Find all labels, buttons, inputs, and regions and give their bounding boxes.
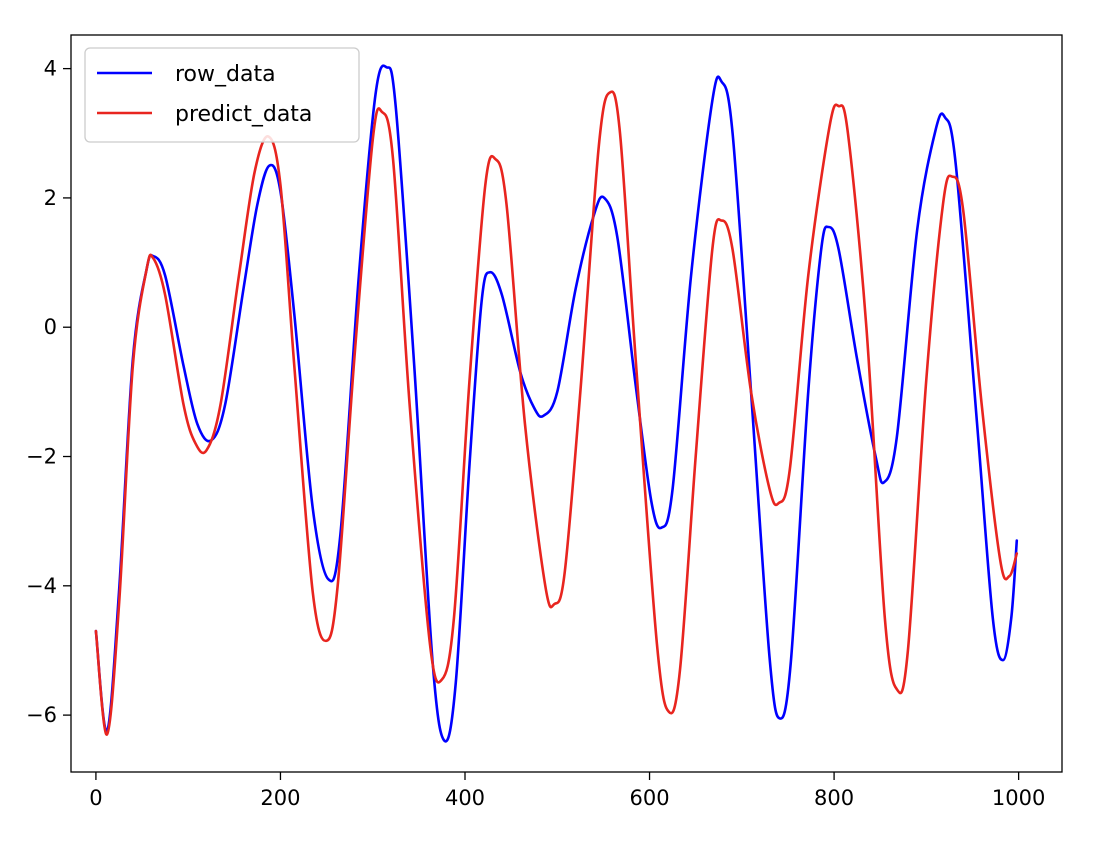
series-line-row-data bbox=[94, 64, 1019, 743]
y-tick-label: 4 bbox=[44, 57, 57, 81]
x-tick-label: 0 bbox=[89, 786, 102, 810]
y-tick-label: −4 bbox=[26, 574, 57, 598]
x-tick-label: 600 bbox=[629, 786, 669, 810]
y-tick-label: 2 bbox=[44, 186, 57, 210]
y-tick-label: 0 bbox=[44, 315, 57, 339]
series-line-predict-data bbox=[94, 90, 1019, 736]
plot-frame bbox=[70, 34, 1063, 773]
x-tick-label: 400 bbox=[445, 786, 485, 810]
ticks: 0 200 400 600 800 1000 4 2 0 −2 −4 −6 bbox=[26, 57, 1045, 810]
legend-box bbox=[84, 47, 360, 143]
y-tick-label: −6 bbox=[26, 703, 57, 727]
y-tick-label: −2 bbox=[26, 445, 57, 469]
x-tick-label: 800 bbox=[814, 786, 854, 810]
legend-label: row_data bbox=[175, 62, 276, 87]
legend-label: predict_data bbox=[175, 102, 312, 127]
series-group bbox=[94, 64, 1019, 743]
legend: row_data predict_data bbox=[84, 47, 360, 143]
x-tick-label: 200 bbox=[260, 786, 300, 810]
x-tick-label: 1000 bbox=[992, 786, 1045, 810]
